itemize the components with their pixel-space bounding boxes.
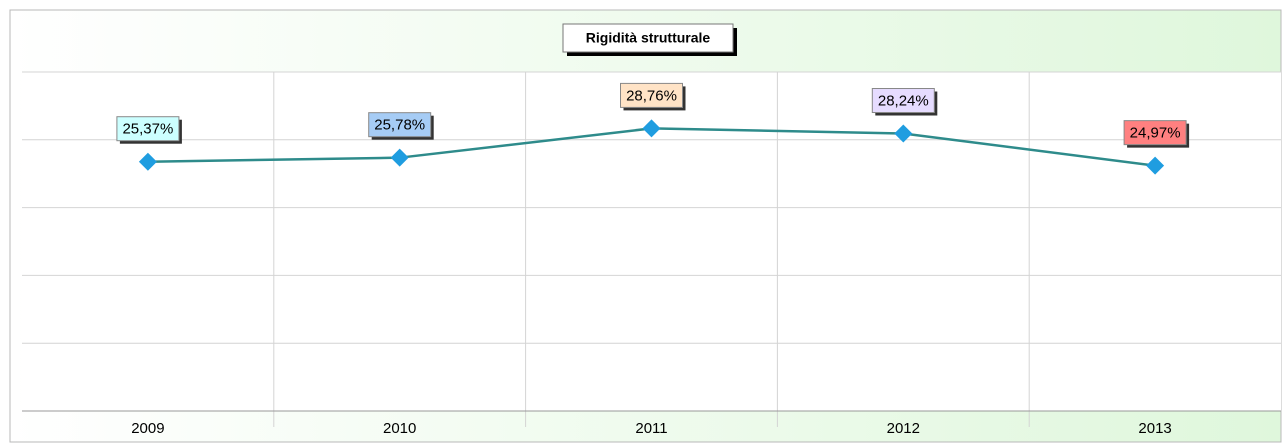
marker xyxy=(138,152,157,171)
x-tick-label: 2009 xyxy=(131,420,164,437)
title-box xyxy=(562,23,734,53)
x-tick-label: 2010 xyxy=(383,420,416,437)
data-label: 28,24% xyxy=(878,92,929,109)
data-label: 28,76% xyxy=(626,87,677,104)
data-label-box xyxy=(620,82,683,108)
x-tick-label: 2012 xyxy=(887,420,920,437)
data-label: 25,37% xyxy=(122,121,173,138)
x-tick-label: 2013 xyxy=(1138,420,1171,437)
data-label-box xyxy=(116,116,180,142)
data-label: 24,97% xyxy=(1130,125,1181,142)
x-tick-label: 2011 xyxy=(635,420,667,437)
marker xyxy=(1146,156,1165,175)
data-label-box xyxy=(871,88,935,114)
data-label: 25,78% xyxy=(374,117,425,134)
chart-title: Rigidità strutturale xyxy=(586,30,711,46)
marker xyxy=(390,148,409,167)
marker xyxy=(894,124,913,143)
data-label-box xyxy=(1123,120,1187,146)
data-label-box xyxy=(368,112,432,138)
marker xyxy=(642,119,661,138)
